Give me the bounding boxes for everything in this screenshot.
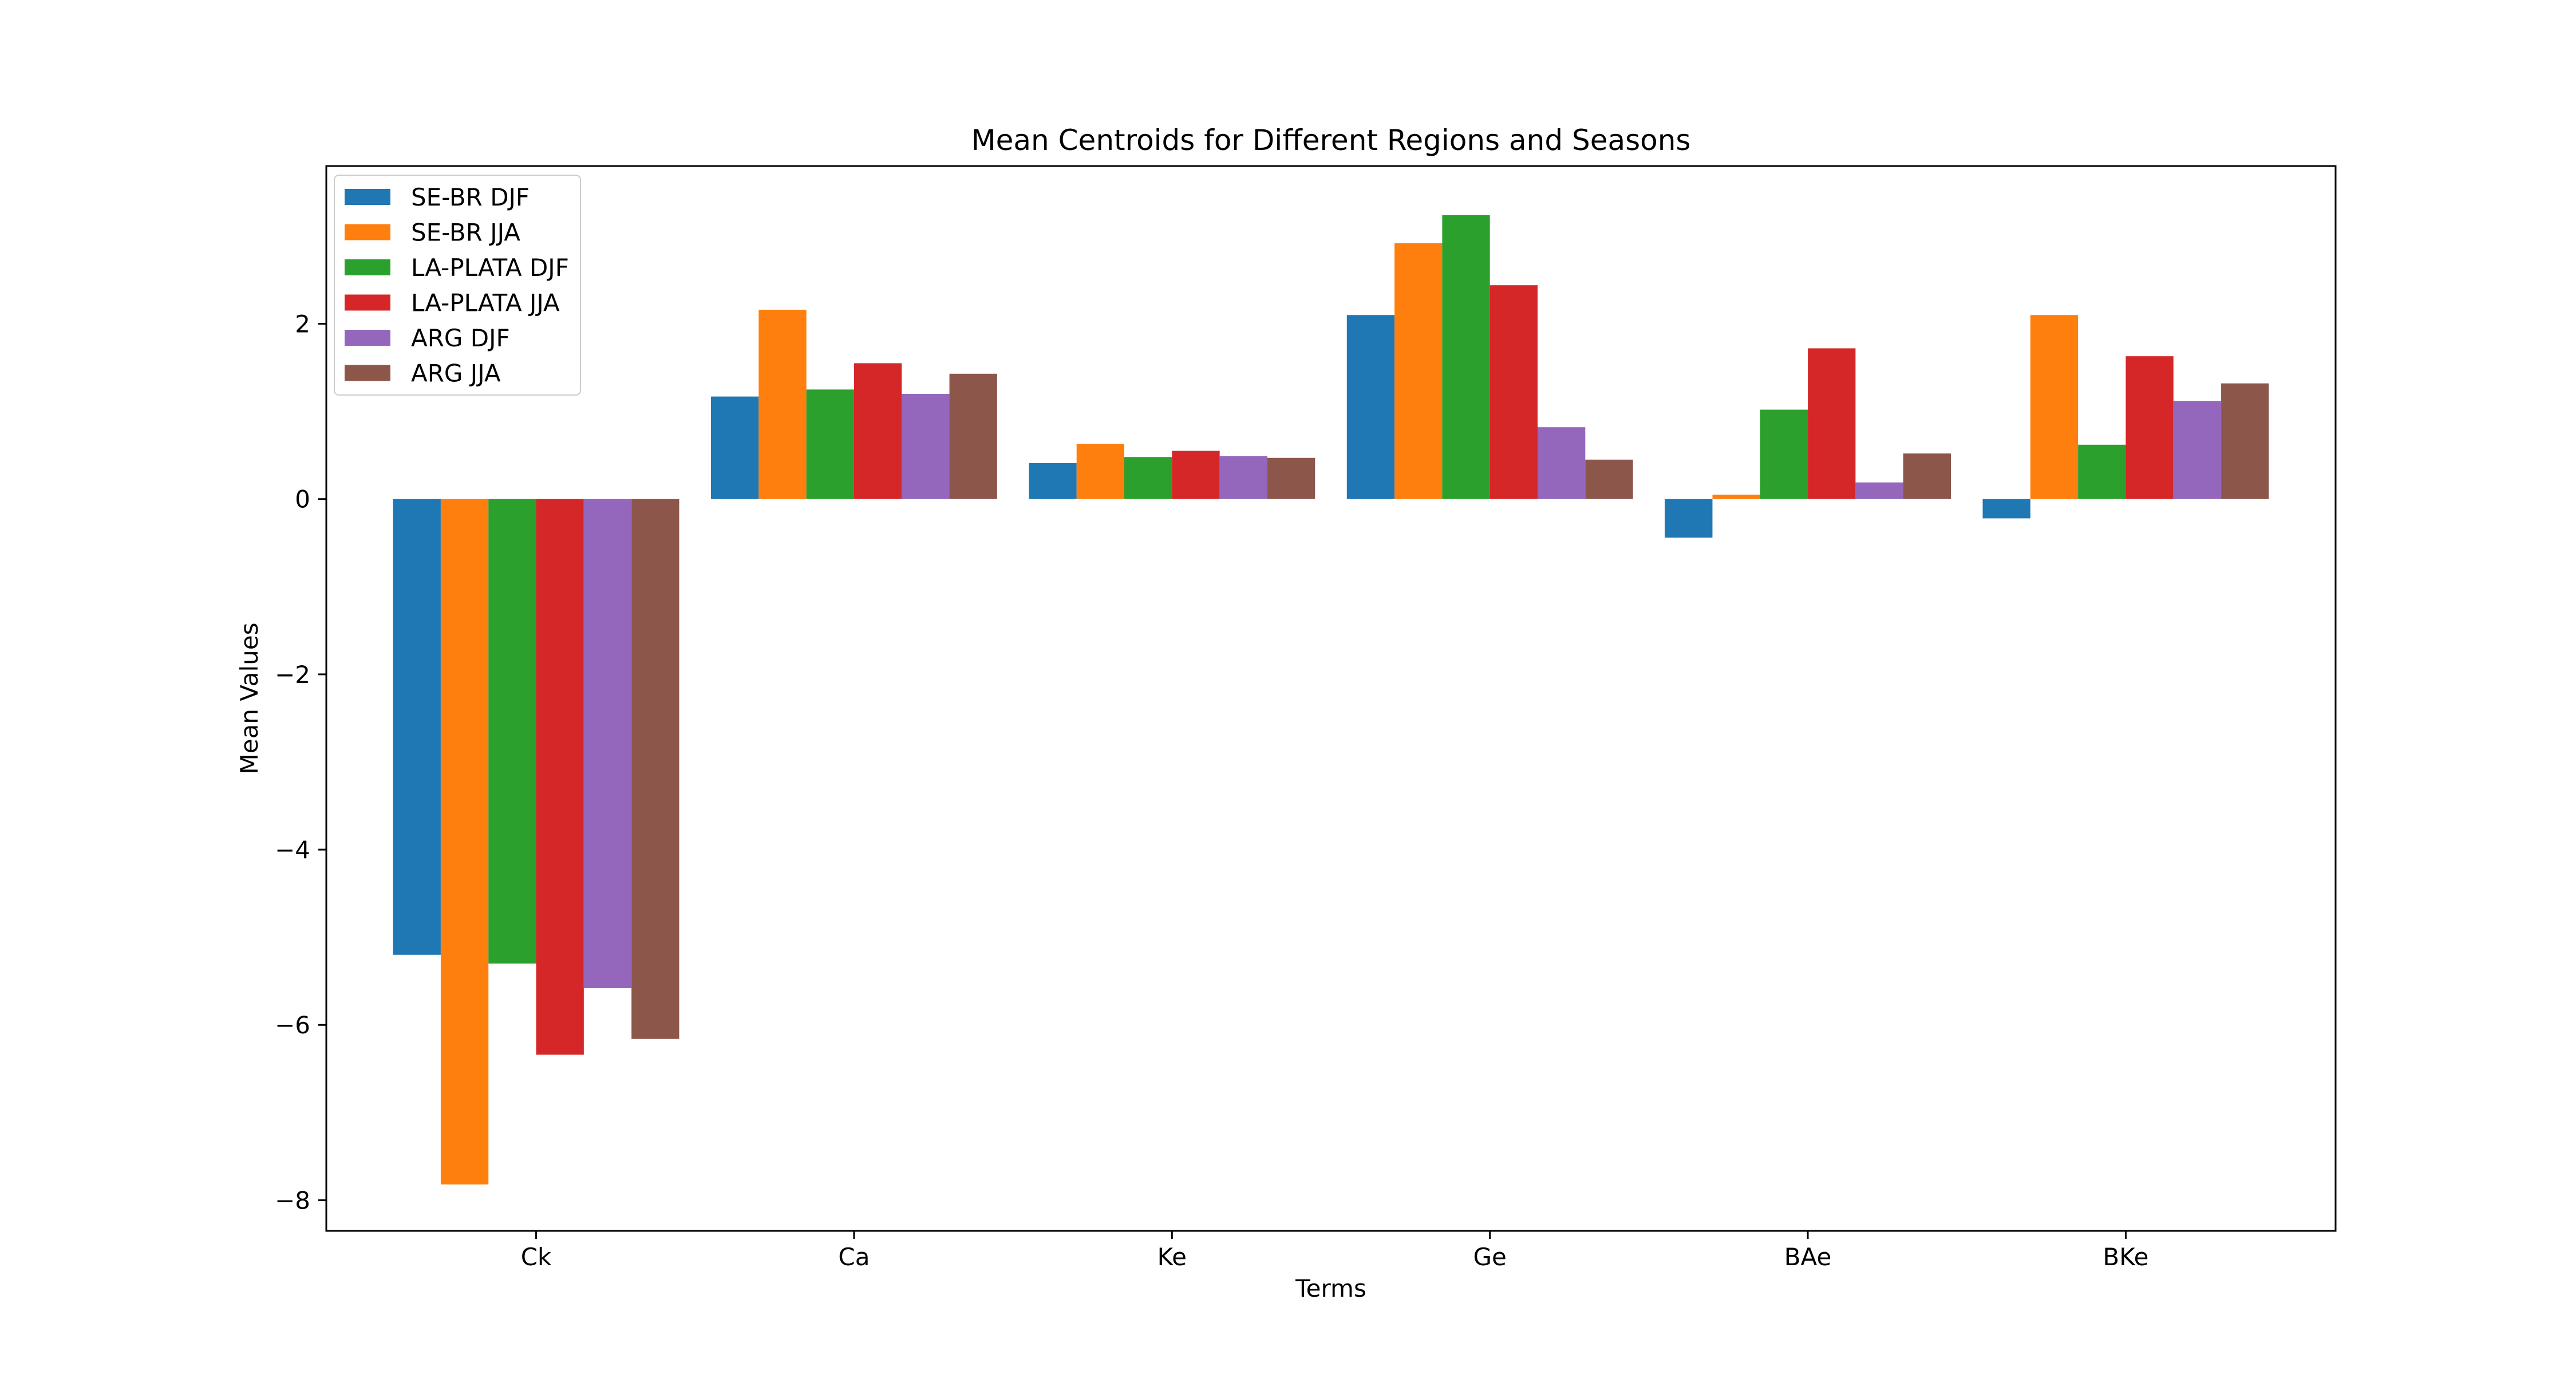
bar-ca-series-5 (902, 394, 950, 499)
y-tick-label: −4 (275, 836, 310, 864)
y-tick-label: −6 (275, 1011, 310, 1039)
bar-ck-series-5 (583, 499, 632, 988)
legend-swatch (345, 224, 390, 240)
bar-bke-series-3 (2078, 444, 2126, 499)
bar-ke-series-4 (1172, 451, 1220, 499)
bar-ck-series-3 (488, 499, 536, 964)
x-tick-label: Ca (838, 1243, 870, 1271)
x-tick-label: Ke (1157, 1243, 1187, 1271)
ticks-layer: 2 0 −2 −4 −6 −8 Ck Ca Ke Ge BAe BKe (275, 310, 2148, 1271)
bar-ck-series-1 (393, 499, 441, 955)
bar-ge-series-2 (1394, 243, 1443, 499)
legend-swatch (345, 365, 390, 381)
y-tick-label: −2 (275, 661, 310, 689)
bar-bae-series-4 (1808, 348, 1856, 499)
x-tick-label: Ck (521, 1243, 552, 1271)
bar-bae-series-6 (1903, 453, 1951, 499)
bar-ge-series-1 (1346, 315, 1395, 499)
legend-label: SE-BR DJF (411, 183, 530, 211)
legend-label: LA-PLATA DJF (411, 254, 569, 282)
bar-bae-series-3 (1760, 409, 1808, 499)
y-tick-label: 0 (295, 485, 310, 514)
y-tick-label: −8 (275, 1186, 310, 1214)
legend-swatch (345, 189, 390, 205)
x-tick-label: BAe (1784, 1243, 1832, 1271)
bar-ca-series-3 (806, 389, 854, 499)
x-tick-label: BKe (2103, 1243, 2148, 1271)
bar-ca-series-4 (854, 363, 902, 499)
bar-bae-series-1 (1665, 499, 1713, 538)
legend-label: ARG JJA (411, 360, 501, 388)
y-tick-label: 2 (295, 310, 310, 338)
bar-ge-series-4 (1490, 285, 1538, 499)
bar-bae-series-5 (1855, 482, 1903, 499)
legend: SE-BR DJF SE-BR JJA LA-PLATA DJF LA-PLATA J… (334, 175, 581, 396)
legend-label: ARG DJF (411, 324, 510, 352)
bar-ca-series-2 (758, 310, 807, 499)
plot-frame (325, 165, 2337, 1232)
bar-ke-series-6 (1267, 457, 1315, 499)
legend-swatch (345, 294, 390, 311)
bar-ke-series-5 (1219, 456, 1267, 499)
bar-ge-series-5 (1538, 427, 1586, 499)
bar-ke-series-3 (1124, 457, 1172, 499)
bar-bke-series-4 (2125, 356, 2174, 499)
chart-title: Mean Centroids for Different Regions and… (971, 124, 1691, 157)
bar-ge-series-3 (1442, 215, 1490, 499)
x-tick-label: Ge (1473, 1243, 1506, 1271)
bar-ck-series-6 (631, 499, 679, 1039)
legend-swatch (345, 330, 390, 346)
bar-bke-series-5 (2173, 401, 2222, 499)
bar-bae-series-2 (1712, 495, 1760, 499)
bar-bke-series-2 (2030, 315, 2079, 499)
legend-label: SE-BR JJA (411, 219, 520, 247)
legend-frame (334, 175, 581, 396)
bar-bke-series-6 (2221, 383, 2269, 499)
bar-ca-series-1 (711, 396, 759, 499)
legend-label: LA-PLATA JJA (411, 289, 560, 317)
bar-ca-series-6 (949, 373, 997, 499)
y-axis-label: Mean Values (235, 622, 263, 774)
bar-ke-series-1 (1029, 463, 1077, 499)
x-axis-label: Terms (1295, 1274, 1366, 1302)
legend-swatch (345, 259, 390, 275)
bar-ge-series-6 (1585, 459, 1633, 499)
bars-layer (393, 215, 2269, 1185)
bar-bke-series-1 (1982, 499, 2030, 519)
bar-ck-series-2 (440, 499, 489, 1185)
bar-ke-series-2 (1076, 444, 1125, 499)
bar-ck-series-4 (536, 499, 584, 1055)
